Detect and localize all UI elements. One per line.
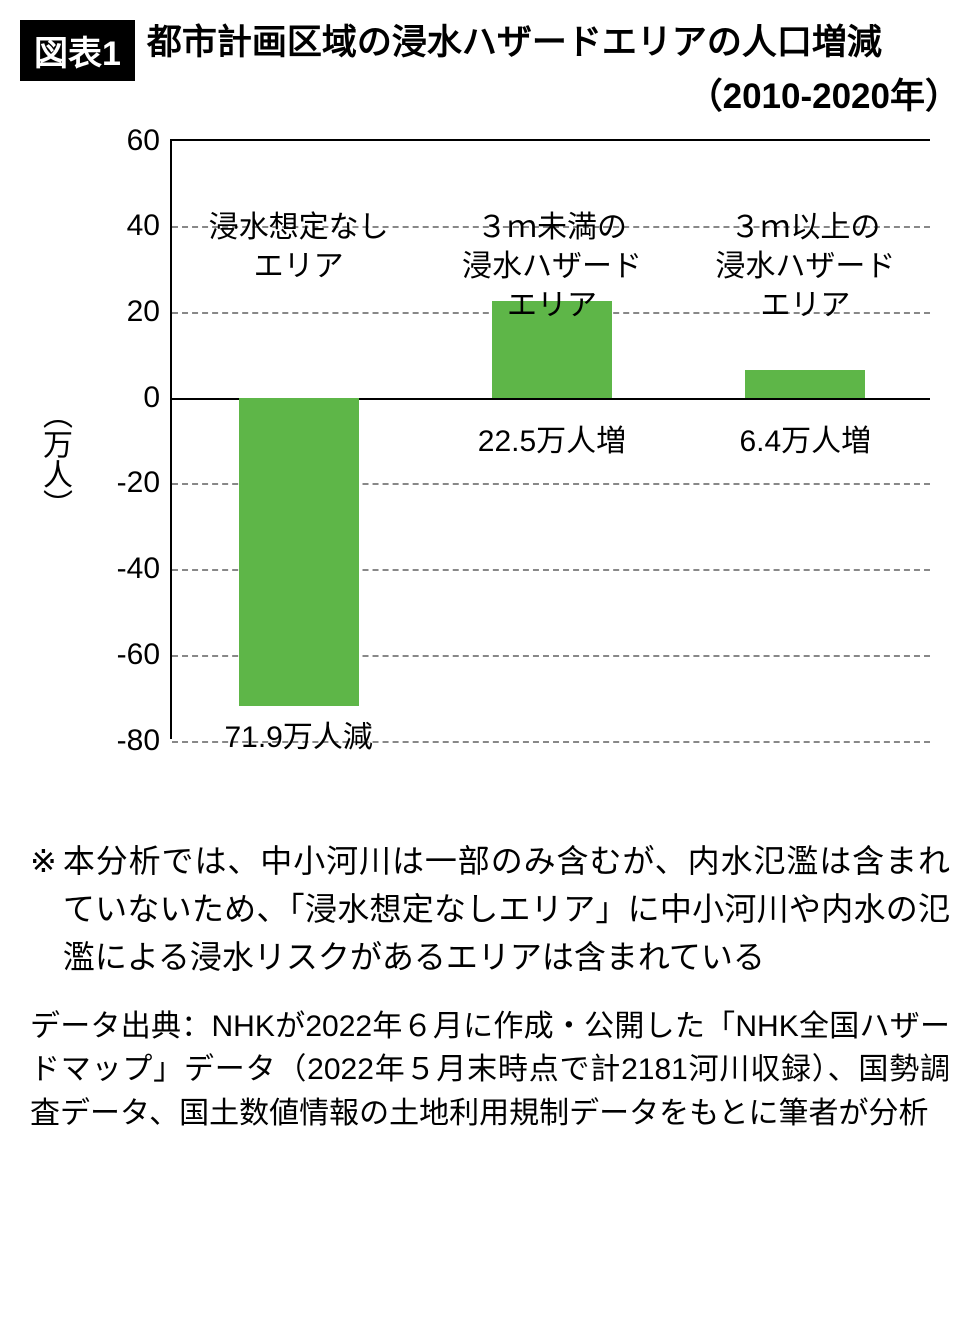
y-tick-label: 20 bbox=[90, 295, 160, 329]
chart-header: 図表1 都市計画区域の浸水ハザードエリアの人口増減 （2010-2020年） bbox=[20, 20, 960, 119]
category-label: 浸水想定なしエリア bbox=[179, 208, 419, 286]
value-label: 71.9万人減 bbox=[179, 712, 419, 756]
category-label: ３ｍ未満の浸水ハザードエリア bbox=[432, 208, 672, 325]
y-axis-label: （万人） bbox=[32, 399, 76, 519]
value-label: 22.5万人増 bbox=[432, 416, 672, 460]
y-tick-label: 0 bbox=[90, 381, 160, 415]
bar bbox=[745, 370, 865, 397]
note-marker: ※ bbox=[30, 837, 57, 981]
y-tick-label: 60 bbox=[90, 124, 160, 158]
note-text: 本分析では、中小河川は一部のみ含むが、内水氾濫は含まれていないため、「浸水想定な… bbox=[63, 837, 950, 981]
bar bbox=[239, 398, 359, 706]
figure-badge: 図表1 bbox=[20, 20, 135, 81]
y-tick-label: 40 bbox=[90, 209, 160, 243]
y-tick-label: -60 bbox=[90, 638, 160, 672]
y-tick-label: -40 bbox=[90, 552, 160, 586]
y-tick-label: -80 bbox=[90, 724, 160, 758]
plot-region: 6040200-20-40-60-80浸水想定なしエリア71.9万人減３ｍ未満の… bbox=[170, 139, 930, 739]
value-label: 6.4万人増 bbox=[685, 416, 925, 460]
chart-area: （万人） 6040200-20-40-60-80浸水想定なしエリア71.9万人減… bbox=[110, 139, 930, 777]
chart-title: 都市計画区域の浸水ハザードエリアの人口増減 bbox=[147, 20, 960, 66]
note-block: ※ 本分析では、中小河川は一部のみ含むが、内水氾濫は含まれていないため、「浸水想… bbox=[20, 837, 960, 981]
category-label: ３ｍ以上の浸水ハザードエリア bbox=[685, 208, 925, 325]
y-tick-label: -20 bbox=[90, 466, 160, 500]
title-block: 都市計画区域の浸水ハザードエリアの人口増減 （2010-2020年） bbox=[147, 20, 960, 119]
chart-subtitle: （2010-2020年） bbox=[147, 68, 960, 119]
source-text: データ出典：NHKが2022年６月に作成・公開した「NHK全国ハザードマップ」デ… bbox=[20, 1005, 960, 1136]
